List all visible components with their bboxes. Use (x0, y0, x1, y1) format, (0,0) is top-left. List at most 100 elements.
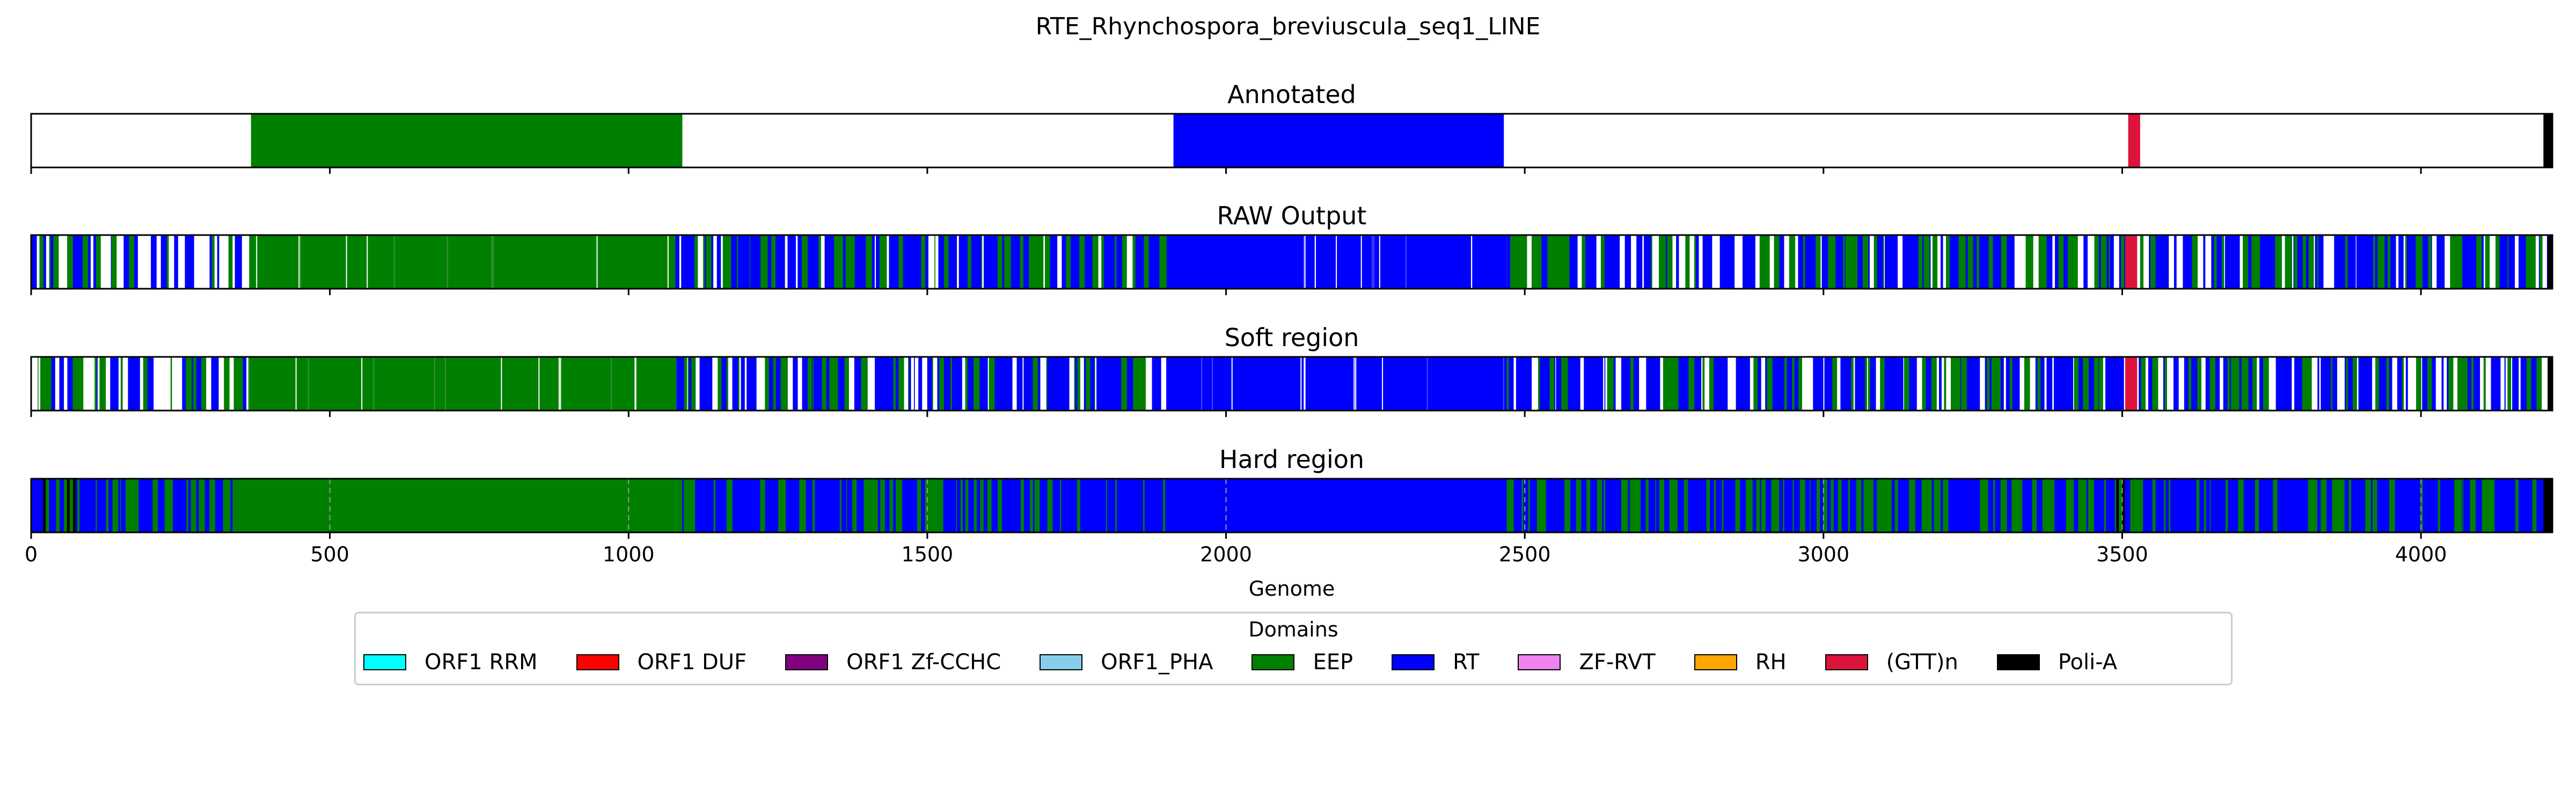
domain-mark (1880, 357, 1885, 411)
domain-mark (691, 357, 696, 411)
domain-mark (1673, 479, 1678, 532)
domain-mark (2121, 235, 2125, 289)
domain-mark (1824, 235, 1828, 289)
domain-mark (2546, 357, 2548, 411)
domain-mark (99, 357, 105, 411)
domain-mark (880, 479, 885, 532)
domain-mark (1148, 357, 1153, 411)
domain-mark (236, 235, 243, 289)
domain-mark (214, 235, 218, 289)
domain-mark (955, 479, 957, 532)
domain-mark (1977, 235, 1980, 289)
domain-mark (902, 479, 906, 532)
domain-mark (106, 357, 111, 411)
domain-mark (151, 479, 153, 532)
domain-mark (2317, 479, 2321, 532)
domain-mark (147, 235, 151, 289)
domain-mark (1818, 357, 1824, 411)
domain-mark (756, 235, 761, 289)
domain-mark (55, 357, 60, 411)
domain-mark (2083, 235, 2088, 289)
domain-mark (225, 235, 229, 289)
domain-mark (1548, 357, 1550, 411)
domain-mark (781, 479, 786, 532)
domain-mark (960, 235, 964, 289)
domain-mark (696, 357, 700, 411)
domain-mark (88, 235, 91, 289)
domain-mark (753, 479, 758, 532)
domain-mark (867, 357, 870, 411)
domain-mark (2054, 479, 2059, 532)
domain-mark (755, 235, 757, 289)
domain-mark (1555, 357, 1556, 411)
domain-mark (834, 235, 839, 289)
domain-mark (903, 235, 904, 289)
domain-mark (1600, 235, 1605, 289)
domain-mark (846, 479, 847, 532)
domain-mark (987, 479, 992, 532)
domain-mark (782, 357, 788, 411)
domain-mark (1710, 479, 1715, 532)
domain-mark (958, 235, 960, 289)
domain-mark (2302, 357, 2307, 411)
domain-mark (218, 479, 224, 532)
domain-mark (120, 479, 122, 532)
domain-mark (1591, 235, 1596, 289)
segment-line (596, 235, 598, 289)
domain-mark (771, 235, 776, 289)
domain-mark (2380, 479, 2386, 532)
domain-segment-poli-a (2543, 479, 2552, 532)
domain-mark (1854, 479, 1857, 532)
domain-mark (2436, 235, 2440, 289)
domain-mark (1989, 357, 1992, 411)
domain-mark (2314, 479, 2318, 532)
domain-mark (2431, 235, 2433, 289)
domain-mark (1096, 479, 1100, 532)
domain-mark (873, 235, 875, 289)
domain-mark (711, 357, 713, 411)
domain-mark (2256, 235, 2260, 289)
domain-mark (1948, 479, 1951, 532)
domain-mark (116, 479, 119, 532)
domain-mark (941, 357, 945, 411)
domain-mark (99, 479, 100, 532)
domain-mark (793, 357, 799, 411)
domain-mark (169, 235, 175, 289)
domain-mark (2507, 357, 2512, 411)
x-tick-label: 0 (25, 543, 38, 566)
domain-mark (1115, 235, 1117, 289)
domain-mark (1055, 357, 1062, 411)
domain-mark (1684, 357, 1689, 411)
domain-mark (93, 235, 97, 289)
domain-mark (77, 479, 80, 532)
domain-mark (2111, 357, 2117, 411)
domain-mark (861, 357, 866, 411)
legend-label: RH (1755, 650, 1787, 675)
domain-mark (767, 235, 772, 289)
domain-mark (1613, 357, 1616, 411)
domain-mark (198, 235, 201, 289)
domain-mark (1795, 235, 1799, 289)
domain-mark (2302, 235, 2306, 289)
legend-entry: ORF1_PHA (1040, 650, 1213, 675)
domain-mark (1696, 235, 1700, 289)
domain-mark (1528, 357, 1532, 411)
domain-mark (2511, 235, 2513, 289)
domain-mark (918, 357, 923, 411)
domain-mark (721, 235, 723, 289)
domain-mark (118, 479, 121, 532)
domain-mark (947, 479, 951, 532)
track-annotated: Annotated (30, 80, 2553, 174)
domain-mark (749, 235, 751, 289)
domain-mark (858, 479, 861, 532)
domain-mark (1100, 479, 1102, 532)
domain-mark (2398, 235, 2404, 289)
domain-mark (715, 479, 719, 532)
domain-mark (2504, 235, 2508, 289)
domain-mark (1572, 235, 1578, 289)
domain-mark (1832, 357, 1838, 411)
domain-mark (2318, 235, 2324, 289)
domain-mark (2319, 357, 2321, 411)
domain-mark (1566, 235, 1570, 289)
segment-line (560, 357, 561, 411)
